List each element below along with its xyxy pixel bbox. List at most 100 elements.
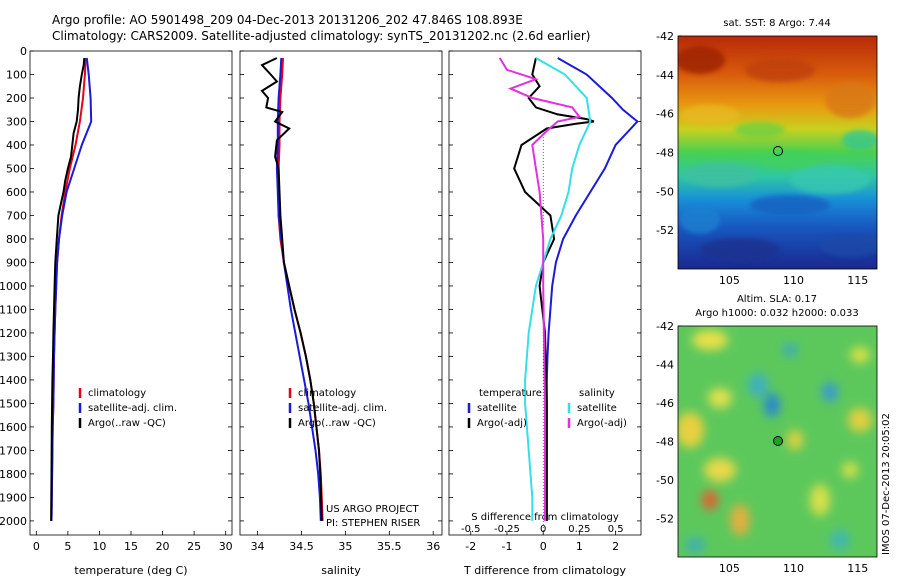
legend-entry: Argo(-adj) bbox=[577, 418, 627, 429]
series-line-2 bbox=[50, 57, 93, 521]
y-tick-label: 2000 bbox=[0, 515, 27, 528]
legend-entry: satellite bbox=[577, 403, 617, 414]
plot-annotation: PI: STEPHEN RISER bbox=[326, 518, 420, 529]
series-line-2 bbox=[513, 57, 595, 521]
x2-tick-label: 0.5 bbox=[608, 524, 624, 535]
map-x-tick-label: 110 bbox=[783, 274, 804, 287]
y-tick-label: 700 bbox=[6, 209, 27, 222]
legend-entry: climatology bbox=[298, 388, 356, 399]
y-tick-label: 300 bbox=[6, 115, 27, 128]
x-tick-label: 15 bbox=[124, 540, 138, 553]
x-tick-label: 1 bbox=[576, 540, 583, 553]
series-line-3 bbox=[50, 57, 86, 521]
y-tick-label: 800 bbox=[6, 233, 27, 246]
side-label: IMOS 07-Dec-2013 20:05:02 bbox=[881, 413, 892, 555]
sla-map-panel: Altim. SLA: 0.17 Argo h1000: 0.032 h2000… bbox=[677, 294, 878, 558]
x-axis-label: temperature (deg C) bbox=[74, 564, 187, 577]
x2-tick-label: -0.5 bbox=[461, 524, 481, 535]
legend-entry: climatology bbox=[88, 388, 146, 399]
map-y-tick-label: -50 bbox=[656, 474, 674, 487]
y-tick-label: 1000 bbox=[0, 280, 27, 293]
sst-title: sat. SST: 8 Argo: 7.44 bbox=[723, 18, 830, 29]
plot-panel-2: 34 34.5 35 35.5 36 salinity climatology satelli… bbox=[239, 50, 443, 577]
y-tick-label: 1400 bbox=[0, 374, 27, 387]
x-tick-label: 0 bbox=[540, 540, 547, 553]
series-line-4 bbox=[498, 57, 582, 521]
legend-entry: satellite bbox=[477, 403, 517, 414]
map-x-tick-label: 115 bbox=[847, 274, 868, 287]
x-axis-label: T difference from climatology bbox=[463, 564, 626, 577]
sst-argo-marker bbox=[773, 146, 783, 156]
y-tick-label: 100 bbox=[6, 68, 27, 81]
x-tick-label: 30 bbox=[219, 540, 233, 553]
y-tick-label: 500 bbox=[6, 162, 27, 175]
x-tick-label: 0 bbox=[33, 540, 40, 553]
y-tick-label: 1600 bbox=[0, 421, 27, 434]
plot-panel-1: 0 5 10 15 20 25 300100200300400500600700800900… bbox=[0, 45, 233, 577]
sst-map-axes: 105 110 115 -42 -44 -46 -48 -50 -52 bbox=[656, 30, 868, 287]
map-x-tick-label: 115 bbox=[847, 562, 868, 575]
x2-tick-label: 0.25 bbox=[568, 524, 590, 535]
plot-frame bbox=[239, 50, 443, 536]
map-y-tick-label: -44 bbox=[656, 69, 674, 82]
y-tick-label: 600 bbox=[6, 186, 27, 199]
map-y-tick-label: -50 bbox=[656, 185, 674, 198]
plot-frame bbox=[448, 50, 642, 536]
y-tick-label: 900 bbox=[6, 256, 27, 269]
x2-tick-label: -0.25 bbox=[494, 524, 520, 535]
x-tick-label: 36 bbox=[426, 540, 440, 553]
plot-panel-3: -2 -1 0 1 2-0.5 -0.25 0 0.25 0.5S difference fro… bbox=[448, 50, 642, 577]
y-tick-label: 1900 bbox=[0, 491, 27, 504]
map-y-tick-label: -46 bbox=[656, 108, 674, 121]
y-tick-label: 1500 bbox=[0, 397, 27, 410]
series-line-3 bbox=[524, 57, 592, 521]
header-line-1: Argo profile: AO 5901498_209 04-Dec-2013… bbox=[52, 13, 523, 27]
legend-group-title: salinity bbox=[579, 388, 615, 399]
plot-frame bbox=[29, 50, 233, 536]
map-x-tick-label: 105 bbox=[719, 274, 740, 287]
legend-entry: Argo(..raw -QC) bbox=[298, 418, 376, 429]
x2-tick-label: 0 bbox=[540, 524, 546, 535]
sla-subtitle: Argo h1000: 0.032 h2000: 0.033 bbox=[695, 308, 859, 319]
y-tick-label: 1300 bbox=[0, 350, 27, 363]
map-x-tick-label: 110 bbox=[783, 562, 804, 575]
x-tick-label: -2 bbox=[465, 540, 476, 553]
legend-entry: satellite-adj. clim. bbox=[88, 403, 177, 414]
series-line-3 bbox=[260, 57, 323, 521]
legend-entry: Argo(..raw -QC) bbox=[88, 418, 166, 429]
plot-annotation: US ARGO PROJECT bbox=[326, 504, 420, 515]
x-tick-label: 34 bbox=[251, 540, 265, 553]
map-y-tick-label: -42 bbox=[656, 320, 674, 333]
x-tick-label: 35 bbox=[338, 540, 352, 553]
header-line-2: Climatology: CARS2009. Satellite-adjuste… bbox=[52, 29, 590, 43]
y-tick-label: 200 bbox=[6, 92, 27, 105]
series-line-1 bbox=[545, 57, 639, 521]
series-line-2 bbox=[275, 57, 322, 521]
y-tick-label: 1200 bbox=[0, 327, 27, 340]
map-y-tick-label: -48 bbox=[656, 436, 674, 449]
map-y-tick-label: -46 bbox=[656, 397, 674, 410]
x-tick-label: 5 bbox=[64, 540, 71, 553]
legend-entry: Argo(-adj) bbox=[477, 418, 527, 429]
sla-argo-marker bbox=[773, 436, 783, 446]
sla-map-axes: 105 110 115 -42 -44 -46 -48 -50 -52 bbox=[656, 320, 868, 575]
x-tick-label: 34.5 bbox=[289, 540, 314, 553]
map-y-tick-label: -42 bbox=[656, 30, 674, 43]
x-tick-label: 2 bbox=[612, 540, 619, 553]
y-tick-label: 1100 bbox=[0, 303, 27, 316]
y-tick-label: 1800 bbox=[0, 468, 27, 481]
y-tick-label: 0 bbox=[20, 45, 27, 58]
y-tick-label: 400 bbox=[6, 139, 27, 152]
y-tick-label: 1700 bbox=[0, 444, 27, 457]
legend-entry: satellite-adj. clim. bbox=[298, 403, 387, 414]
map-y-tick-label: -52 bbox=[656, 513, 674, 526]
x-tick-label: 35.5 bbox=[377, 540, 402, 553]
x-tick-label: -1 bbox=[501, 540, 512, 553]
x-axis-label: salinity bbox=[321, 564, 361, 577]
x-tick-label: 25 bbox=[187, 540, 201, 553]
sla-title: Altim. SLA: 0.17 bbox=[737, 294, 817, 305]
map-y-tick-label: -44 bbox=[656, 359, 674, 372]
legend-group-title: temperature bbox=[479, 388, 542, 399]
map-y-tick-label: -52 bbox=[656, 224, 674, 237]
